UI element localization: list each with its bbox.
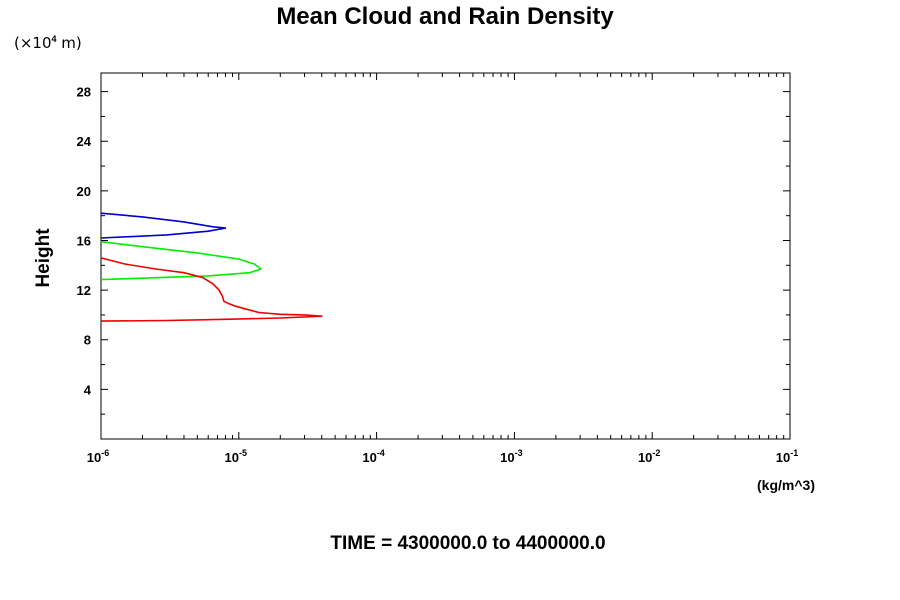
y-tick-label: 12: [77, 283, 91, 298]
x-axis-ticks: 10-6 10-5 10-4 10-3 10-2 10-1: [87, 73, 798, 465]
series-layer: [100, 212, 323, 322]
y-axis-label: Height: [33, 228, 54, 288]
x-tick-base: 10: [362, 450, 376, 465]
time-range-label: TIME = 4300000.0 to 4400000.0: [330, 533, 605, 554]
y-tick-label: 28: [77, 85, 91, 100]
y-scale-label: (×104 m): [14, 34, 82, 52]
x-tick-exponent: -2: [652, 448, 660, 458]
series-line-2: [100, 240, 262, 281]
y-tick-label: 8: [84, 333, 91, 348]
x-tick-base: 10: [87, 450, 101, 465]
x-tick-label: 10-3: [500, 448, 522, 465]
x-tick-label: 10-5: [225, 448, 247, 465]
x-tick-exponent: -3: [515, 448, 523, 458]
x-tick-exponent: -1: [790, 448, 798, 458]
x-tick-base: 10: [638, 450, 652, 465]
x-tick-label: 10-4: [362, 448, 384, 465]
y-tick-label: 20: [77, 184, 91, 199]
x-tick-label: 10-6: [87, 448, 109, 465]
x-tick-base: 10: [776, 450, 790, 465]
plot-frame: [100, 72, 791, 440]
y-scale-exponent: 4: [52, 34, 57, 44]
series-line-3: [100, 257, 323, 322]
series-line-1: [100, 212, 227, 239]
y-scale-unit: m): [57, 34, 82, 52]
x-tick-exponent: -4: [377, 448, 385, 458]
x-tick-exponent: -6: [101, 448, 109, 458]
x-unit-label: (kg/m^3): [757, 477, 815, 493]
x-tick-exponent: -5: [239, 448, 247, 458]
chart-title: Mean Cloud and Rain Density: [276, 3, 614, 30]
x-tick-base: 10: [500, 450, 514, 465]
x-tick-base: 10: [225, 450, 239, 465]
y-axis-ticks: 4 8 12 16 20 24 28: [77, 85, 790, 415]
y-scale-prefix: (×10: [14, 34, 52, 52]
y-tick-label: 16: [77, 233, 91, 248]
y-tick-label: 4: [84, 382, 92, 397]
y-tick-label: 24: [77, 134, 92, 149]
x-tick-label: 10-1: [776, 448, 798, 465]
x-tick-label: 10-2: [638, 448, 660, 465]
